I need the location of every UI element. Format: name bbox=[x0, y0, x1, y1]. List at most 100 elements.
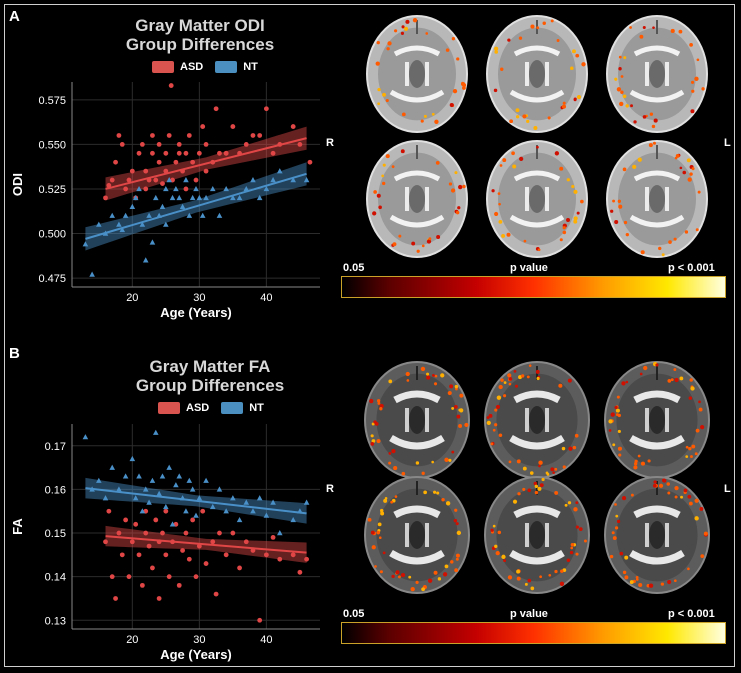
asd-data-point bbox=[193, 177, 199, 183]
asd-data-point bbox=[133, 521, 139, 527]
nt-data-point bbox=[163, 185, 169, 192]
nt-data-point bbox=[183, 508, 189, 514]
nt-data-point bbox=[276, 530, 283, 536]
asd-data-point bbox=[168, 83, 174, 88]
nt-data-point bbox=[152, 194, 159, 201]
nt-data-point bbox=[263, 185, 270, 192]
nt-data-point bbox=[96, 477, 102, 483]
nt-data-point bbox=[173, 185, 179, 192]
asd-data-point bbox=[243, 539, 249, 545]
asd-data-point bbox=[183, 186, 189, 192]
nt-data-point bbox=[183, 177, 189, 183]
panel-b-colorbar bbox=[341, 622, 726, 644]
panel-a-side-right-hemisphere: R bbox=[326, 137, 334, 149]
panel-b-colorbar-min: 0.05 bbox=[343, 608, 365, 620]
asd-data-point bbox=[129, 168, 135, 174]
nt-data-point bbox=[209, 503, 216, 510]
y-tick-label: 0.13 bbox=[45, 615, 66, 627]
asd-data-point bbox=[230, 530, 236, 536]
asd-data-point bbox=[176, 582, 182, 588]
nt-data-point bbox=[223, 185, 229, 192]
nt-data-point bbox=[119, 226, 126, 233]
plot-area bbox=[72, 82, 320, 287]
brain-slice bbox=[366, 140, 468, 258]
x-axis-label: Age (Years) bbox=[160, 305, 232, 320]
asd-data-point bbox=[223, 552, 229, 558]
brain-slice bbox=[484, 361, 590, 479]
legend-nt-label: NT bbox=[243, 61, 258, 73]
nt-data-point bbox=[243, 499, 250, 505]
nt-data-point bbox=[236, 516, 243, 523]
asd-data-point bbox=[123, 186, 129, 192]
x-axis-label: Age (Years) bbox=[160, 647, 232, 662]
nt-data-point bbox=[146, 212, 152, 218]
nt-data-point bbox=[132, 495, 139, 501]
asd-data-point bbox=[210, 539, 216, 545]
y-tick-label: 0.15 bbox=[45, 528, 66, 540]
asd-data-point bbox=[223, 150, 229, 156]
asd-trend-line bbox=[105, 535, 307, 554]
asd-data-point bbox=[290, 124, 296, 129]
panel-a-odi-brain-slices bbox=[366, 15, 708, 258]
nt-data-point bbox=[176, 194, 183, 201]
asd-data-point bbox=[186, 556, 192, 562]
nt-data-point bbox=[166, 464, 172, 470]
x-tick-label: 20 bbox=[126, 292, 138, 304]
asd-data-point bbox=[250, 133, 256, 138]
asd-data-point bbox=[203, 141, 209, 147]
nt-trend-line bbox=[85, 172, 307, 240]
asd-data-point bbox=[103, 539, 108, 545]
nt-data-point bbox=[82, 241, 89, 247]
nt-data-point bbox=[149, 477, 156, 483]
asd-data-point bbox=[196, 150, 202, 156]
nt-data-point bbox=[186, 212, 193, 218]
panel-a-legend: ASD NT bbox=[152, 61, 258, 73]
nt-data-point bbox=[136, 473, 142, 479]
y-tick-label: 0.500 bbox=[38, 229, 66, 241]
nt-data-point bbox=[139, 221, 146, 227]
asd-data-point bbox=[150, 565, 155, 571]
y-axis-label: ODI bbox=[10, 173, 25, 196]
nt-data-point bbox=[169, 521, 176, 527]
panel-b-title-line-2: Group Differences bbox=[135, 376, 285, 395]
asd-data-point bbox=[143, 168, 149, 174]
panel-b-fa-brain-slices bbox=[364, 361, 710, 594]
y-axis-label: FA bbox=[10, 518, 25, 535]
asd-data-point bbox=[116, 530, 122, 536]
nt-data-point bbox=[303, 177, 310, 183]
panel-b-colorbar-max: p < 0.001 bbox=[668, 608, 715, 620]
asd-data-point bbox=[109, 574, 115, 580]
x-tick-label: 20 bbox=[126, 634, 138, 646]
legend-nt-label: NT bbox=[249, 402, 264, 414]
asd-data-point bbox=[176, 141, 182, 147]
asd-data-point bbox=[200, 508, 206, 514]
asd-data-point bbox=[173, 159, 179, 165]
legend-asd-swatch bbox=[158, 402, 180, 414]
nt-data-point bbox=[189, 194, 196, 201]
brain-slice bbox=[364, 361, 470, 479]
nt-data-point bbox=[270, 177, 276, 183]
nt-data-point bbox=[116, 486, 122, 492]
asd-data-point bbox=[217, 150, 222, 156]
nt-data-point bbox=[159, 473, 166, 479]
legend-nt-swatch bbox=[215, 61, 238, 73]
y-tick-label: 0.17 bbox=[45, 441, 66, 453]
asd-data-point bbox=[103, 195, 108, 201]
nt-data-point bbox=[209, 185, 216, 192]
asd-data-point bbox=[113, 159, 118, 165]
asd-data-point bbox=[113, 596, 118, 601]
nt-data-point bbox=[163, 503, 169, 510]
panel-b-side-right-hemisphere: R bbox=[326, 483, 334, 495]
panel-letter-b: B bbox=[9, 345, 20, 362]
plot-area bbox=[72, 424, 320, 629]
nt-data-point bbox=[142, 257, 149, 263]
asd-data-point bbox=[290, 552, 296, 558]
panel-b-title-line-1: Gray Matter FA bbox=[149, 357, 271, 376]
nt-data-point bbox=[270, 499, 276, 505]
asd-data-point bbox=[163, 168, 169, 174]
asd-data-point bbox=[119, 552, 125, 558]
panel-b-legend: ASD NT bbox=[158, 402, 264, 414]
nt-data-point bbox=[132, 194, 139, 201]
asd-data-point bbox=[106, 182, 112, 188]
nt-data-point bbox=[116, 221, 122, 227]
